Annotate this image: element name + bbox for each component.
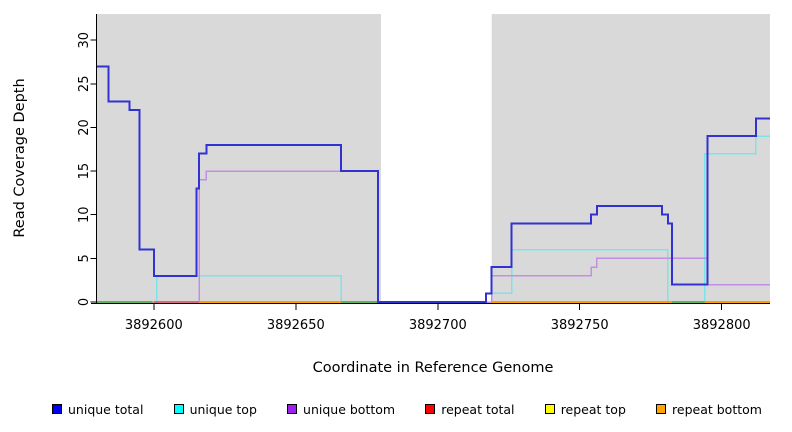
- y-tick-label: 15: [77, 163, 92, 180]
- legend-label: repeat total: [441, 401, 515, 417]
- legend-swatch-icon: [52, 404, 62, 414]
- series-unique-top: [97, 135, 770, 303]
- y-axis-title: Read Coverage Depth: [12, 78, 28, 237]
- masked-region: [381, 14, 492, 302]
- legend-label: repeat bottom: [672, 401, 762, 417]
- x-axis-title: Coordinate in Reference Genome: [313, 360, 554, 376]
- legend-swatch-icon: [173, 404, 184, 414]
- legend: unique total unique top unique bottom repea…: [0, 397, 792, 421]
- legend-swatch-icon: [656, 404, 667, 414]
- y-tick-label: 5: [77, 254, 92, 262]
- series-unique-total: [97, 65, 770, 303]
- x-tick-label: 3892650: [267, 318, 325, 333]
- legend-label: unique top: [189, 401, 257, 417]
- legend-item-repeat-total: repeat total: [425, 401, 515, 417]
- legend-item-unique-bottom: unique bottom: [287, 402, 395, 417]
- y-tick-label: 30: [77, 32, 92, 49]
- legend-item-repeat-bottom: repeat bottom: [656, 402, 762, 417]
- legend-item-unique-total: unique total: [52, 402, 143, 417]
- plot-area: 0 5 10 15 20 25 30 3892600 3892650 3892700 3892750…: [77, 14, 770, 333]
- legend-swatch-icon: [425, 404, 436, 414]
- y-tick-label: 10: [77, 206, 92, 223]
- y-tick-label: 20: [77, 119, 92, 136]
- x-tick-label: 3892750: [551, 318, 609, 333]
- coverage-plot-svg: 0 5 10 15 20 25 30 3892600 3892650 3892700 3892750…: [12, 14, 770, 376]
- legend-label: repeat top: [560, 401, 626, 417]
- legend-label: unique total: [68, 401, 144, 417]
- legend-swatch-icon: [287, 404, 298, 414]
- y-tick-label: 0: [77, 298, 92, 306]
- legend-swatch-icon: [544, 404, 555, 414]
- y-tick-label: 25: [77, 76, 92, 93]
- x-tick-label: 3892800: [693, 318, 751, 333]
- legend-label: unique bottom: [303, 401, 396, 417]
- x-tick-label: 3892600: [125, 318, 183, 333]
- legend-item-unique-top: unique top: [173, 401, 257, 417]
- legend-item-repeat-top: repeat top: [544, 401, 626, 417]
- x-tick-label: 3892700: [409, 318, 467, 333]
